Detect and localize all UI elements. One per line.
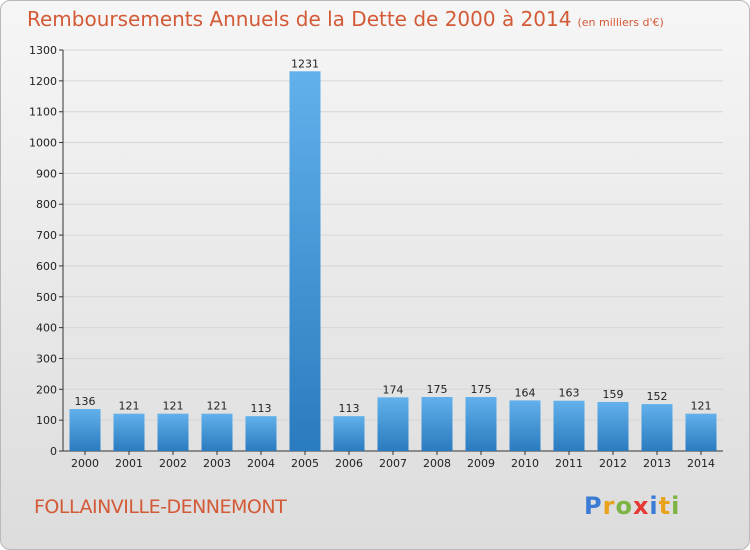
title-unit: (en milliers d'€) [577, 16, 664, 29]
y-tick-label: 600 [36, 260, 57, 273]
bar [421, 397, 453, 451]
data-label: 121 [163, 400, 184, 413]
chart-title: Remboursements Annuels de la Dette de 20… [27, 7, 664, 31]
data-label: 164 [515, 386, 536, 399]
bar [685, 413, 717, 451]
bar [465, 397, 497, 451]
bar [157, 413, 189, 451]
bar [553, 400, 585, 451]
x-tick-label: 2012 [599, 457, 627, 470]
y-tick-label: 400 [36, 322, 57, 335]
logo-letter: t [658, 492, 672, 520]
x-tick-label: 2008 [423, 457, 451, 470]
bar [333, 416, 365, 451]
bar [509, 400, 541, 451]
y-tick-label: 1100 [29, 106, 57, 119]
bar [289, 71, 321, 451]
y-tick-label: 1300 [29, 44, 57, 57]
data-label: 174 [383, 383, 404, 396]
bar [113, 413, 145, 451]
y-tick-label: 0 [50, 445, 57, 458]
bar [69, 409, 101, 451]
x-tick-label: 2001 [115, 457, 143, 470]
proxiti-logo: Proxiti [584, 492, 680, 520]
x-tick-label: 2006 [335, 457, 363, 470]
data-label: 159 [603, 388, 624, 401]
data-label: 121 [207, 400, 228, 413]
data-label: 136 [75, 395, 96, 408]
bar [245, 416, 277, 451]
y-tick-label: 900 [36, 167, 57, 180]
data-label: 113 [339, 402, 360, 415]
data-label: 113 [251, 402, 272, 415]
y-tick-label: 100 [36, 414, 57, 427]
x-tick-label: 2011 [555, 457, 583, 470]
logo-letter: r [602, 492, 616, 520]
logo-letter: i [671, 492, 681, 520]
x-tick-label: 2014 [687, 457, 715, 470]
y-tick-label: 1000 [29, 137, 57, 150]
y-tick-label: 700 [36, 229, 57, 242]
data-label: 163 [559, 387, 580, 400]
logo-letter: P [584, 492, 603, 520]
x-tick-label: 2010 [511, 457, 539, 470]
bar [641, 404, 673, 451]
bar [201, 413, 233, 451]
data-label: 175 [471, 383, 492, 396]
x-tick-label: 2003 [203, 457, 231, 470]
data-label: 121 [119, 400, 140, 413]
logo-letter: x [632, 492, 650, 520]
place-name: FOLLAINVILLE-DENNEMONT [34, 496, 287, 518]
data-label: 121 [691, 400, 712, 413]
y-tick-label: 300 [36, 352, 57, 365]
x-tick-label: 2002 [159, 457, 187, 470]
bar [597, 401, 629, 451]
x-tick-label: 2000 [71, 457, 99, 470]
bar [377, 397, 409, 451]
x-tick-label: 2004 [247, 457, 275, 470]
y-tick-label: 500 [36, 291, 57, 304]
data-label: 1231 [291, 57, 319, 70]
y-tick-label: 200 [36, 383, 57, 396]
x-tick-label: 2009 [467, 457, 495, 470]
x-tick-label: 2007 [379, 457, 407, 470]
y-tick-label: 800 [36, 198, 57, 211]
logo-letter: i [649, 492, 659, 520]
y-tick-label: 1200 [29, 75, 57, 88]
x-tick-label: 2013 [643, 457, 671, 470]
logo-letter: o [615, 492, 633, 520]
data-label: 175 [427, 383, 448, 396]
x-tick-label: 2005 [291, 457, 319, 470]
title-text: Remboursements Annuels de la Dette de 20… [27, 7, 572, 31]
data-label: 152 [647, 390, 668, 403]
